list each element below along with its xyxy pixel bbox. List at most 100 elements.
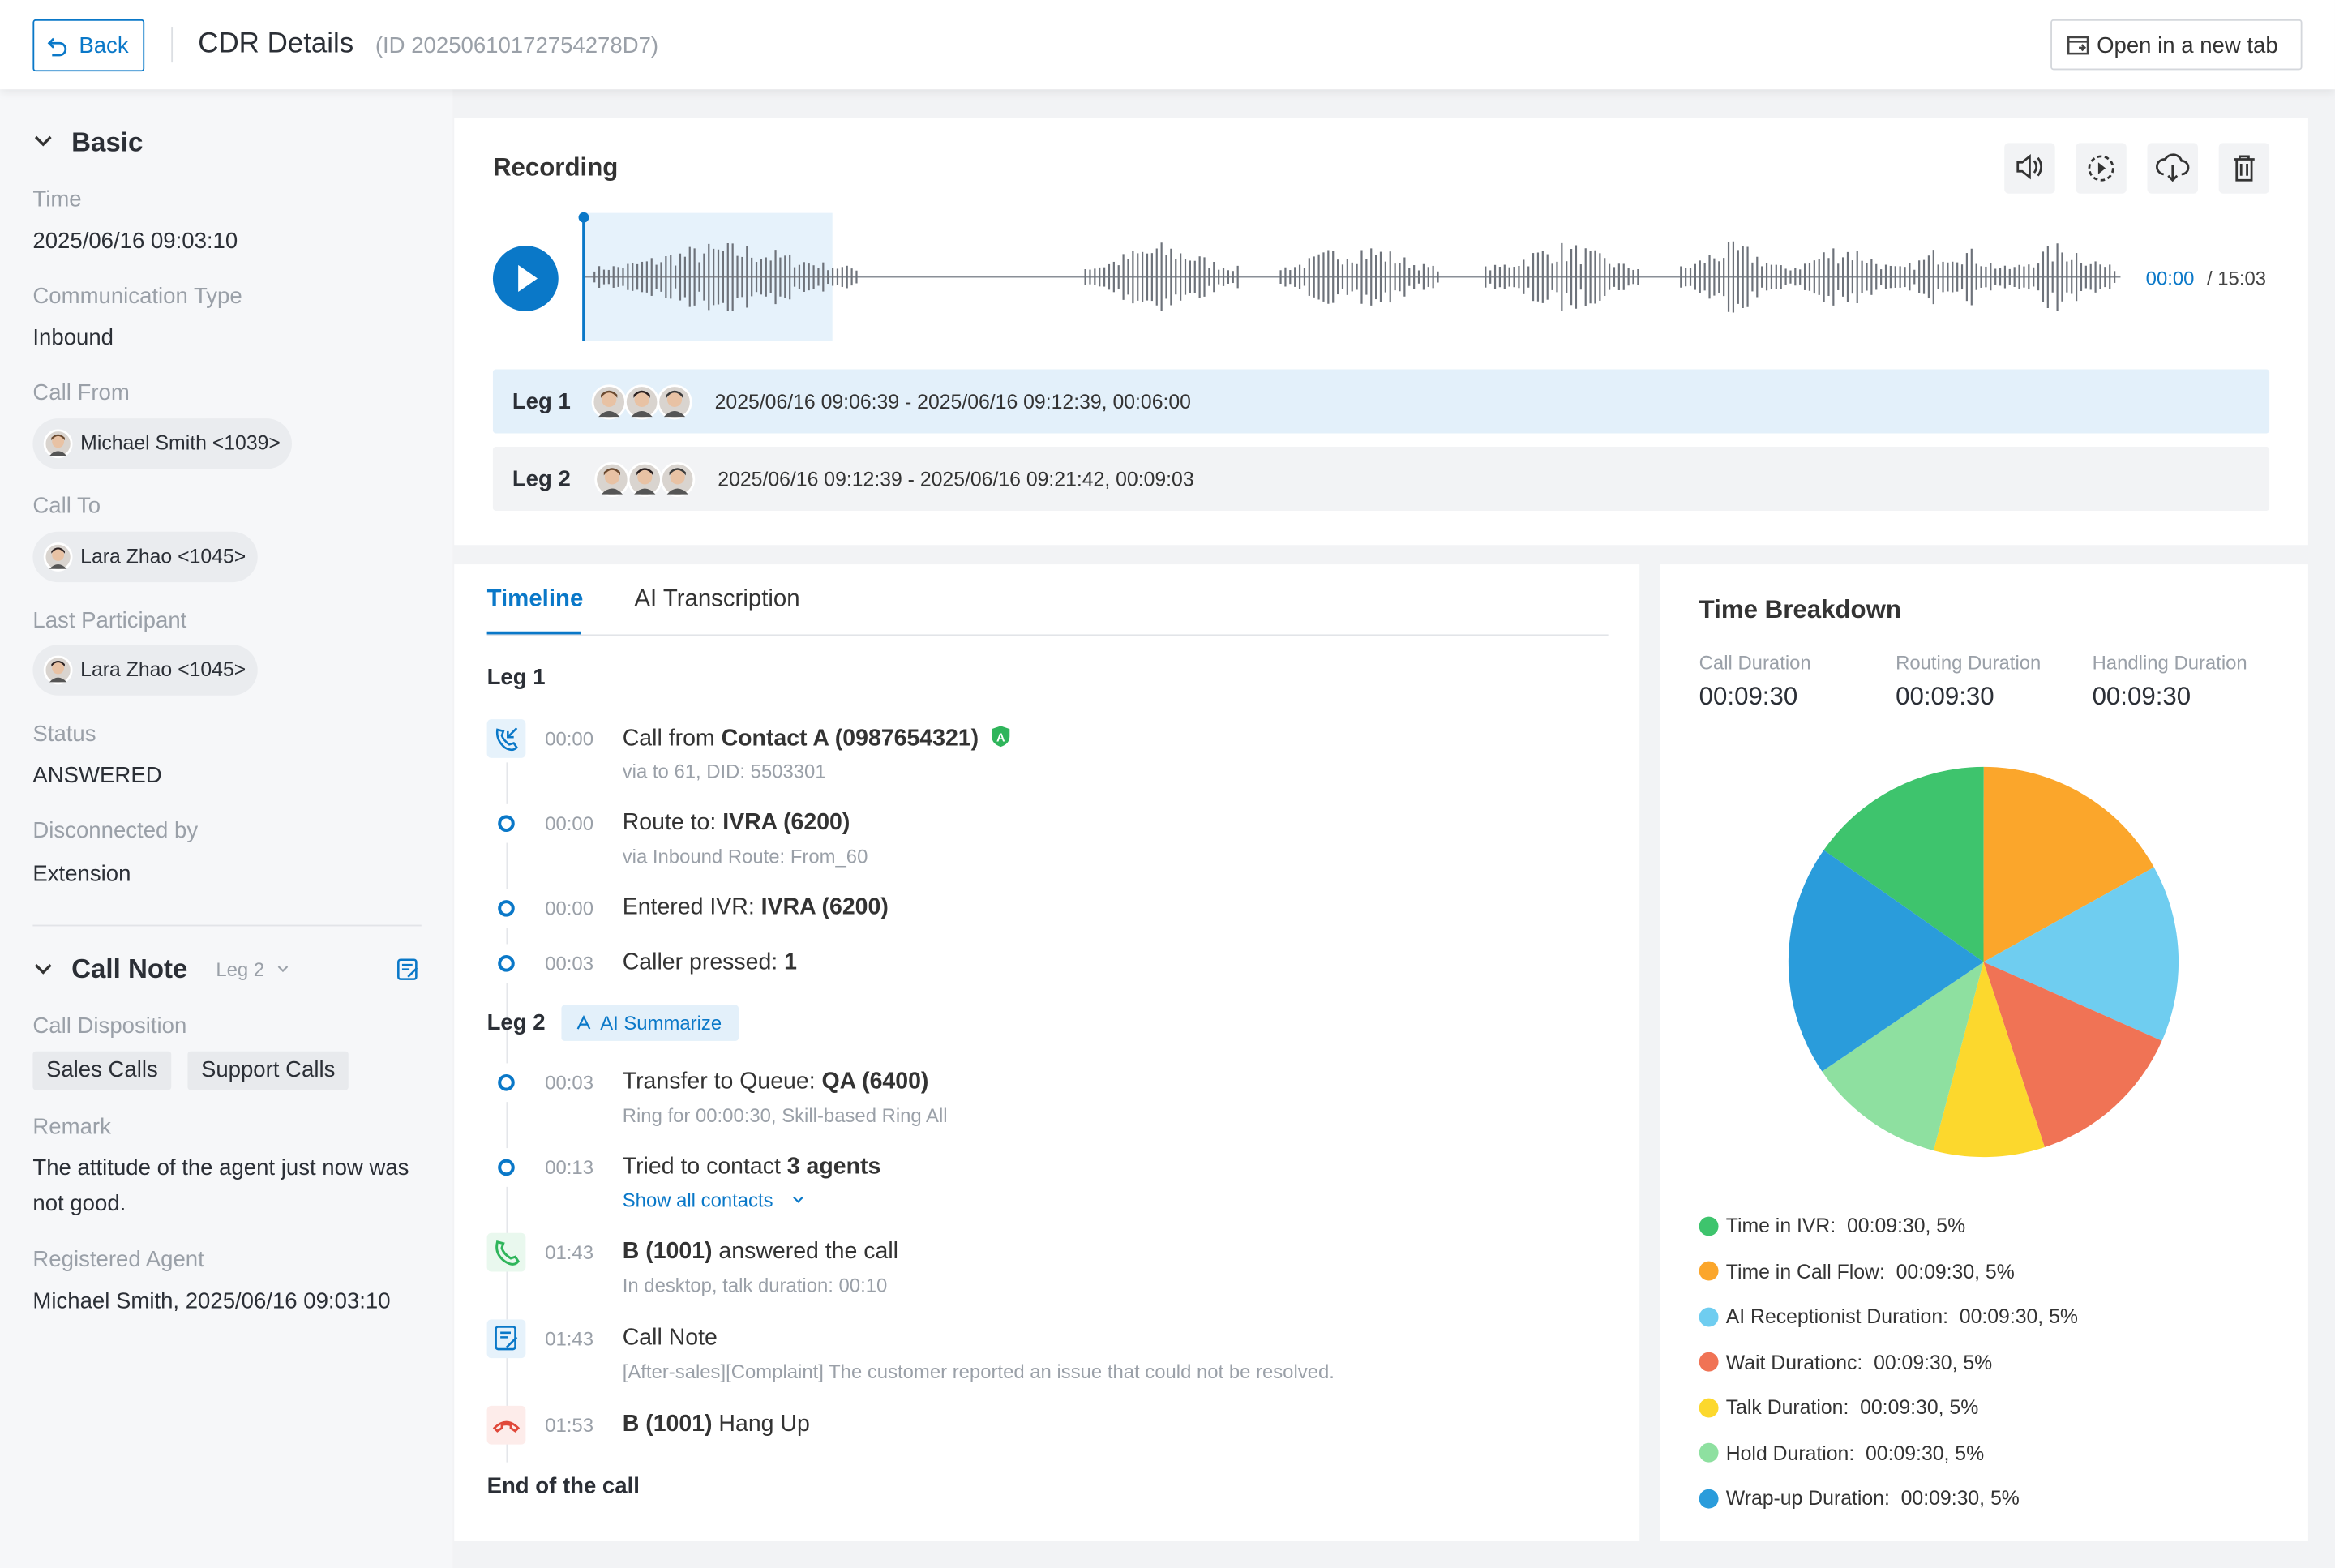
edit-note-icon[interactable] [396, 958, 420, 981]
event-text: Call from Contact A (0987654321) A [623, 725, 1012, 753]
pie-slice [1788, 850, 1984, 1072]
participant-name: Michael Smith <1039> [80, 431, 281, 455]
pie-chart [1788, 766, 2179, 1158]
event-icon-answer [486, 1232, 526, 1272]
play-button[interactable] [492, 246, 559, 311]
tabs-divider [486, 634, 1609, 636]
event-time: 00:03 [545, 952, 594, 975]
event-text-part: Tried to contact [622, 1154, 787, 1180]
verified-badge: A [992, 726, 1010, 748]
event-icon-dot [486, 803, 526, 843]
end-of-call: End of the call [486, 1473, 640, 1499]
legend-swatch [1699, 1488, 1719, 1508]
leg-heading: Leg 1 [486, 665, 546, 691]
field-label: Disconnected by [32, 818, 199, 844]
avatar [43, 429, 73, 459]
recording-tool-button[interactable] [2218, 143, 2270, 194]
avatar [43, 655, 73, 685]
ai-icon [576, 1015, 591, 1030]
event-icon-inbound [486, 719, 526, 758]
event-time: 00:00 [545, 727, 594, 750]
legend-swatch [1699, 1352, 1719, 1372]
event-text-bold: QA (6400) [821, 1069, 929, 1095]
participant-name: Lara Zhao <1045> [80, 658, 246, 681]
pie-slice [1983, 766, 2154, 962]
ai-summarize-button[interactable]: AI Summarize [561, 1005, 739, 1041]
avatar [43, 542, 73, 572]
participant-chip: Lara Zhao <1045> [32, 531, 258, 583]
legend-swatch [1699, 1215, 1719, 1236]
pie-slice [1823, 766, 1984, 962]
participant-chip: Michael Smith <1039> [32, 418, 293, 469]
field-value: ANSWERED [32, 763, 162, 789]
event-text-part: Transfer to Queue: [622, 1069, 822, 1095]
pie-slice [1822, 962, 1984, 1151]
disposition-text: Support Calls [200, 1057, 336, 1083]
legend-swatch [1699, 1442, 1719, 1463]
event-text-part: Hang Up [712, 1412, 810, 1437]
event-text-bold: B (1001) [622, 1239, 713, 1265]
leg-chevron [277, 966, 289, 973]
disposition-tag: Sales Calls [32, 1051, 172, 1090]
recording-tool-button[interactable] [2004, 143, 2055, 194]
leg-row[interactable]: Leg 2 2025/06/16 09:12:39 - 2025/06/16 0… [492, 447, 2270, 511]
back-button[interactable]: Back [32, 19, 145, 72]
avatar [594, 461, 630, 497]
participant-chip: Lara Zhao <1045> [32, 645, 258, 696]
legend-label: Time in Call Flow: 00:09:30, 5% [1725, 1259, 2015, 1283]
waveform [578, 212, 2121, 341]
event-text-bold: 3 agents [786, 1154, 881, 1180]
event-text-part: Route to: [622, 810, 723, 836]
header-divider [171, 27, 174, 63]
legend-label: Hold Duration: 00:09:30, 5% [1725, 1441, 1985, 1464]
disposition-text: Sales Calls [45, 1057, 158, 1083]
event-time: 00:00 [545, 897, 594, 920]
leg-range: 2025/06/16 09:06:39 - 2025/06/16 09:12:3… [714, 390, 1191, 413]
disposition-tag: Support Calls [187, 1051, 349, 1090]
event-text-part: Call from [622, 726, 722, 752]
tab[interactable]: AI Transcription [634, 586, 800, 612]
event-text-part: Call Note [622, 1325, 718, 1351]
open-new-tab-button[interactable]: Open in a new tab [2050, 19, 2303, 71]
header [0, 0, 2335, 90]
event-time: 00:13 [545, 1156, 594, 1179]
section-divider [32, 924, 422, 927]
leg-name: Leg 2 [512, 465, 571, 492]
show-contacts-link[interactable]: Show all contacts [622, 1189, 773, 1212]
ai-summarize-label: AI Summarize [600, 1012, 722, 1035]
legend-swatch [1699, 1261, 1719, 1281]
stat-value: 00:09:30 [1896, 682, 1994, 711]
avatar [624, 383, 660, 419]
recording-tool-button[interactable] [2076, 143, 2127, 194]
avatar [627, 461, 662, 497]
event-icon-note [486, 1319, 526, 1359]
avatar [591, 383, 627, 419]
event-text: Call Note [623, 1326, 718, 1352]
note-chevron [34, 964, 52, 975]
event-icon-dot [486, 889, 526, 928]
section-title: Call Note [71, 953, 188, 984]
event-time: 00:03 [545, 1071, 594, 1095]
event-time: 01:53 [545, 1413, 594, 1437]
field-value: Extension [32, 861, 131, 887]
event-text: Route to: IVRA (6200) [623, 810, 850, 837]
legend-label: AI Receptionist Duration: 00:09:30, 5% [1725, 1305, 2078, 1328]
field-value: 2025/06/16 09:03:10 [32, 228, 238, 255]
event-text-bold: IVRA (6200) [722, 810, 850, 836]
legend-swatch [1699, 1306, 1719, 1326]
legend-swatch [1699, 1397, 1719, 1417]
card-title: Recording [492, 153, 619, 182]
event-detail: via to 61, DID: 5503301 [622, 760, 826, 783]
tab[interactable]: Timeline [486, 586, 584, 612]
stat-value: 00:09:30 [1699, 682, 1798, 711]
participant-name: Lara Zhao <1045> [80, 545, 246, 568]
event-detail: In desktop, talk duration: 00:10 [622, 1274, 888, 1296]
event-icon-dot [486, 944, 526, 983]
event-text-part: Caller pressed: [622, 949, 785, 976]
recording-tool-button[interactable] [2147, 143, 2198, 194]
badge-letter: A [996, 732, 1005, 745]
leg-row[interactable]: Leg 1 2025/06/16 09:06:39 - 2025/06/16 0… [492, 369, 2270, 434]
event-text: Entered IVR: IVRA (6200) [623, 895, 889, 922]
total-time: / 15:03 [2206, 267, 2267, 290]
